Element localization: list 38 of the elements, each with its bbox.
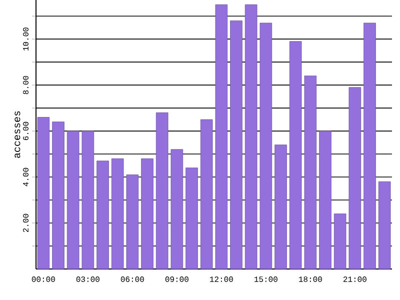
y-tick-label: 10.00 — [23, 28, 28, 51]
bar — [215, 4, 228, 270]
bar — [141, 158, 154, 270]
x-tick-label: 09:00 — [165, 276, 188, 282]
bar — [319, 130, 332, 270]
bar — [274, 144, 287, 270]
y-axis-title: accesses — [14, 111, 20, 158]
y-tick-label: 2.00 — [23, 214, 28, 232]
x-tick-label: 00:00 — [32, 276, 55, 282]
x-tick-label: 21:00 — [343, 276, 366, 282]
bar — [200, 119, 213, 270]
bar — [186, 168, 198, 270]
x-tick-label: 03:00 — [76, 276, 100, 282]
bar — [37, 117, 50, 270]
y-tick-label: 6.00 — [23, 122, 28, 140]
bar — [96, 160, 109, 270]
bar — [52, 122, 64, 270]
bar — [170, 149, 184, 270]
bar — [260, 22, 272, 270]
bar — [244, 4, 258, 270]
bar — [334, 214, 346, 270]
bar — [230, 20, 242, 270]
bar — [156, 112, 168, 270]
bar — [111, 158, 124, 270]
bar — [126, 174, 139, 270]
x-tick-label: 18:00 — [298, 276, 322, 282]
bar — [378, 181, 391, 270]
x-tick-label: 06:00 — [120, 276, 144, 282]
bar — [82, 130, 94, 270]
bar — [364, 22, 376, 270]
x-tick-label: 12:00 — [210, 276, 233, 282]
bar — [348, 87, 362, 270]
bar — [304, 76, 317, 270]
bar — [66, 130, 80, 270]
x-tick-label: 15:00 — [254, 276, 278, 282]
bar — [289, 41, 302, 270]
y-tick-label: 4.00 — [23, 168, 28, 186]
y-tick-label: 8.00 — [23, 76, 28, 94]
